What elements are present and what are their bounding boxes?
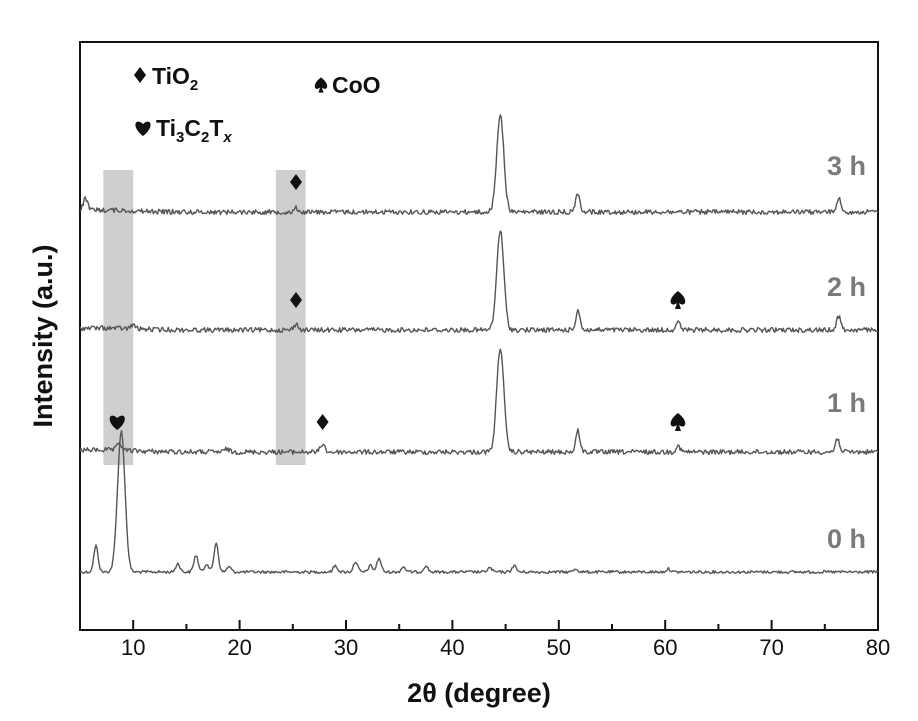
spade-peak-marker xyxy=(671,291,686,309)
series-label-2h: 2 h xyxy=(827,272,866,302)
x-tick-label: 80 xyxy=(866,635,890,660)
legend: TiO2 CoO Ti3C2Tx xyxy=(134,63,381,146)
legend-spade-icon xyxy=(315,77,327,92)
x-tick-label: 30 xyxy=(334,635,358,660)
x-tick-label: 50 xyxy=(547,635,571,660)
series-line-1h xyxy=(80,349,878,454)
x-tick-label: 70 xyxy=(759,635,783,660)
diamond-peak-marker xyxy=(317,414,329,430)
x-tick-label: 10 xyxy=(121,635,145,660)
series-group: 0 h 1 h 2 h 3 h xyxy=(80,115,878,574)
y-axis-title: Intensity (a.u.) xyxy=(28,244,58,427)
x-axis-title: 2θ (degree) xyxy=(407,678,551,708)
legend-heart-icon xyxy=(135,122,150,136)
legend-entry-tio2: TiO2 xyxy=(152,63,198,94)
series-label-0h: 0 h xyxy=(827,524,866,554)
legend-entry-coo: CoO xyxy=(332,72,381,98)
x-axis-ticks: 10 20 30 40 50 60 70 80 xyxy=(121,620,890,660)
x-tick-label: 60 xyxy=(653,635,677,660)
highlight-bands xyxy=(103,170,305,465)
x-tick-label: 40 xyxy=(440,635,464,660)
series-label-1h: 1 h xyxy=(827,388,866,418)
spade-peak-marker xyxy=(671,413,686,431)
x-tick-label: 20 xyxy=(227,635,251,660)
legend-diamond-icon xyxy=(134,67,146,83)
series-label-3h: 3 h xyxy=(827,151,866,181)
legend-entry-mxene: Ti3C2Tx xyxy=(156,115,232,146)
series-line-2h xyxy=(80,231,878,332)
